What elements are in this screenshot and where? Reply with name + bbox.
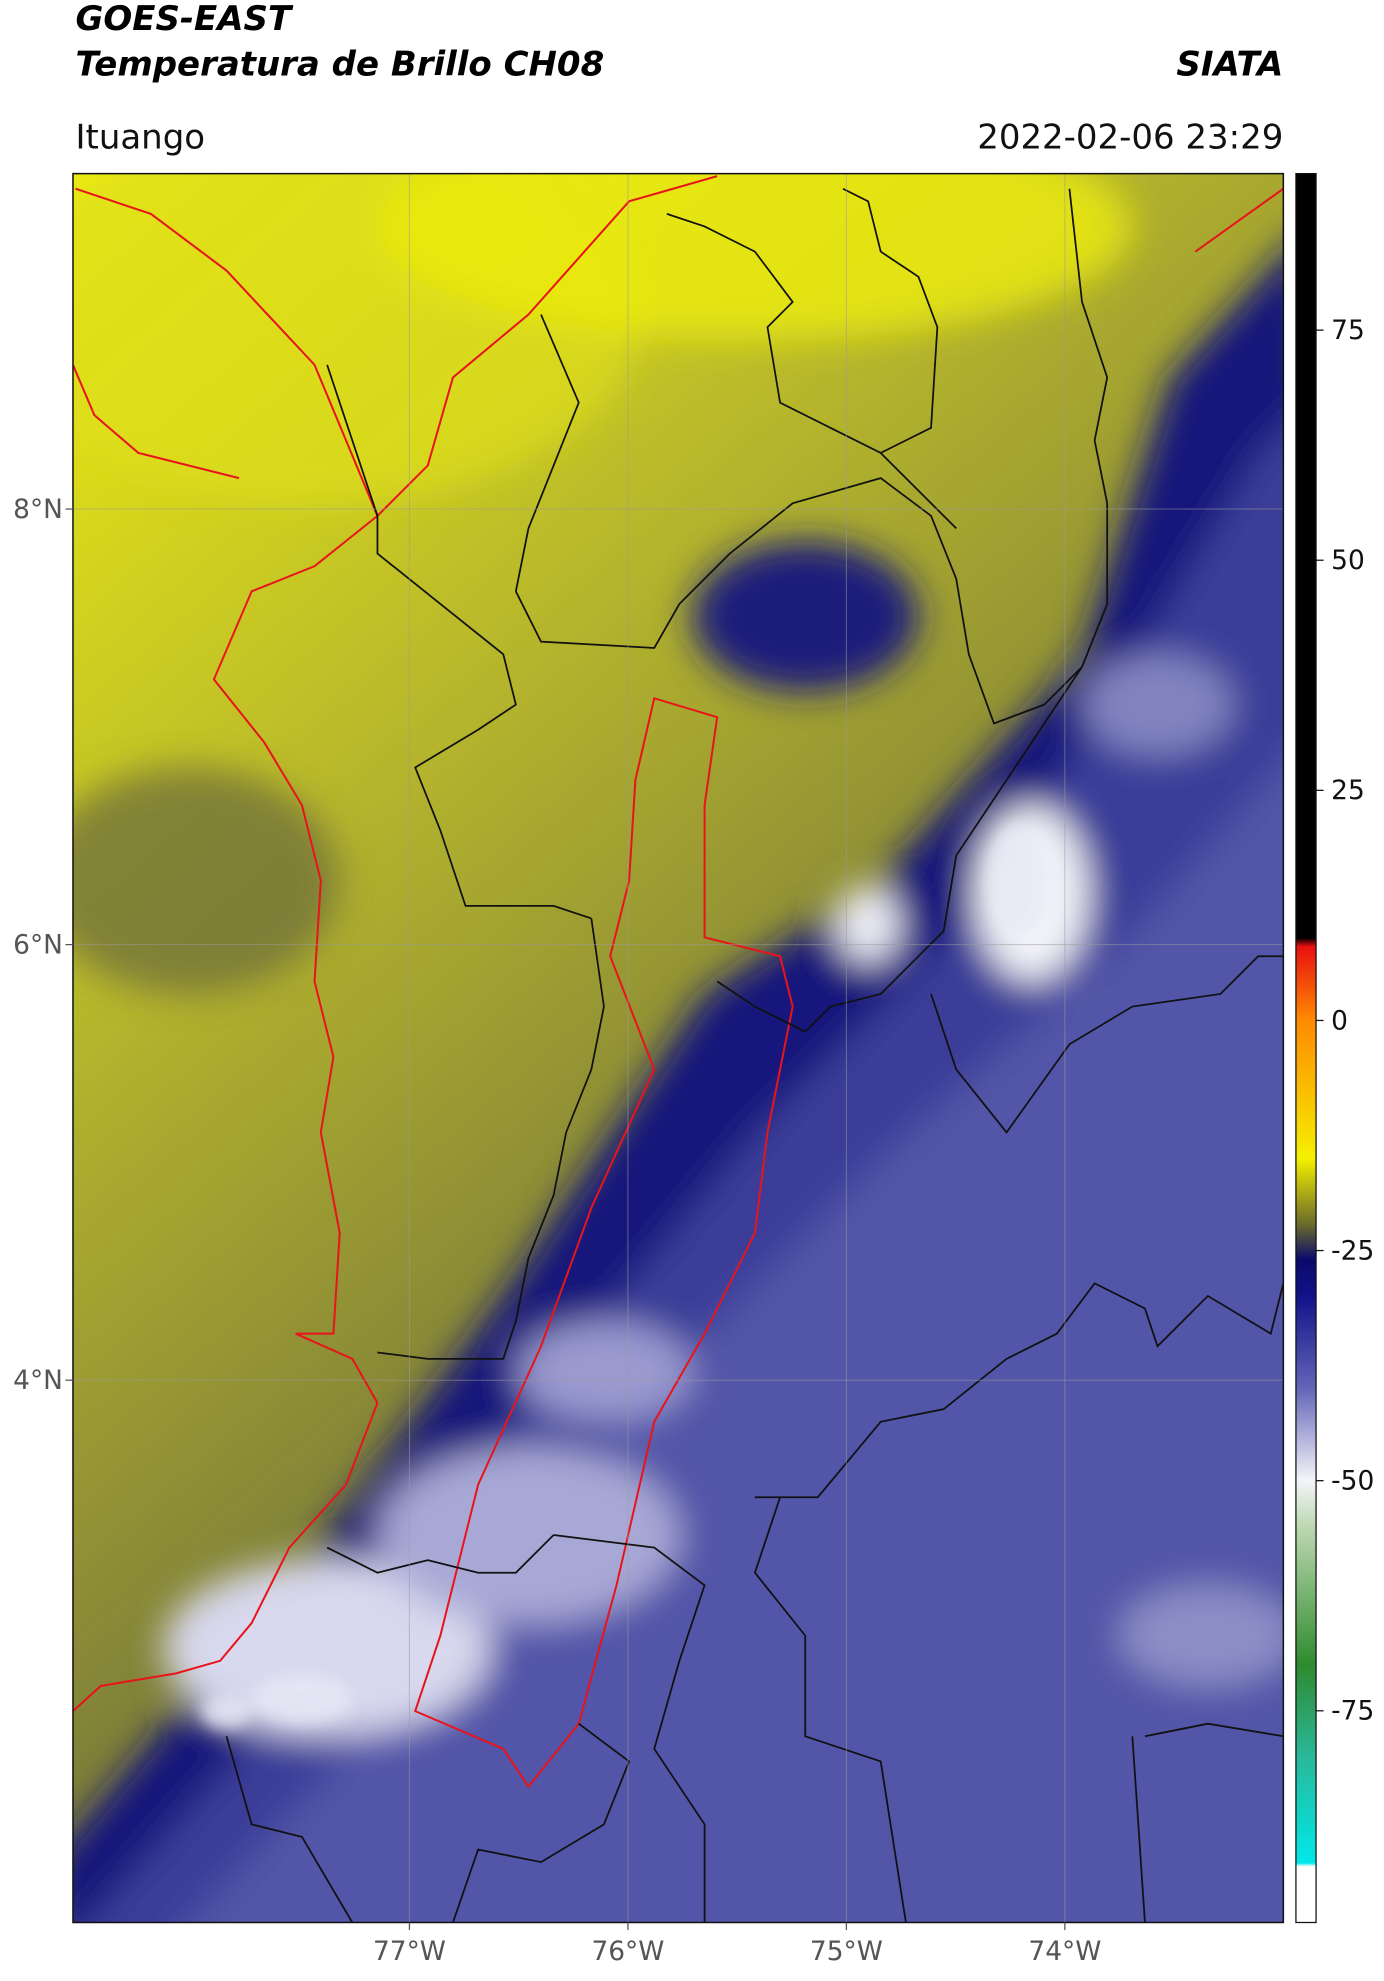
colorbar-tick-label: -50	[1331, 1465, 1374, 1496]
x-tick-label: 76°W	[591, 1936, 664, 1967]
map-frame	[72, 172, 1285, 1924]
colorbar-ticks: 75 50 25 0 -25 -50 -75	[1316, 315, 1374, 1727]
timestamp: 2022-02-06 23:29	[977, 117, 1283, 157]
grid	[72, 173, 1284, 1923]
colorbar-tick-label: 50	[1331, 545, 1365, 576]
map-image	[72, 173, 1284, 1923]
source: SIATA	[1176, 44, 1283, 84]
y-tick-label: 6°N	[13, 929, 63, 960]
y-tick-label: 8°N	[13, 494, 63, 525]
x-tick-label: 74°W	[1028, 1936, 1101, 1967]
title: GOES-EAST	[75, 0, 293, 39]
colorbar-tick-label: 25	[1331, 775, 1365, 806]
ticks: 77°W 76°W 75°W 74°W 8°N 6°N 4°N	[13, 494, 1101, 1967]
x-tick-label: 75°W	[810, 1936, 883, 1967]
x-tick-label: 77°W	[373, 1936, 446, 1967]
region: Ituango	[75, 117, 205, 157]
colorbar-tick-label: 0	[1331, 1005, 1348, 1036]
colorbar-tick-label: -25	[1331, 1235, 1374, 1266]
colorbar-tick-label: 75	[1331, 315, 1365, 346]
subtitle: Temperatura de Brillo CH08	[75, 44, 604, 84]
colorbar-tick-label: -75	[1331, 1696, 1374, 1727]
y-tick-label: 4°N	[13, 1365, 63, 1396]
colorbar	[1295, 172, 1317, 1924]
